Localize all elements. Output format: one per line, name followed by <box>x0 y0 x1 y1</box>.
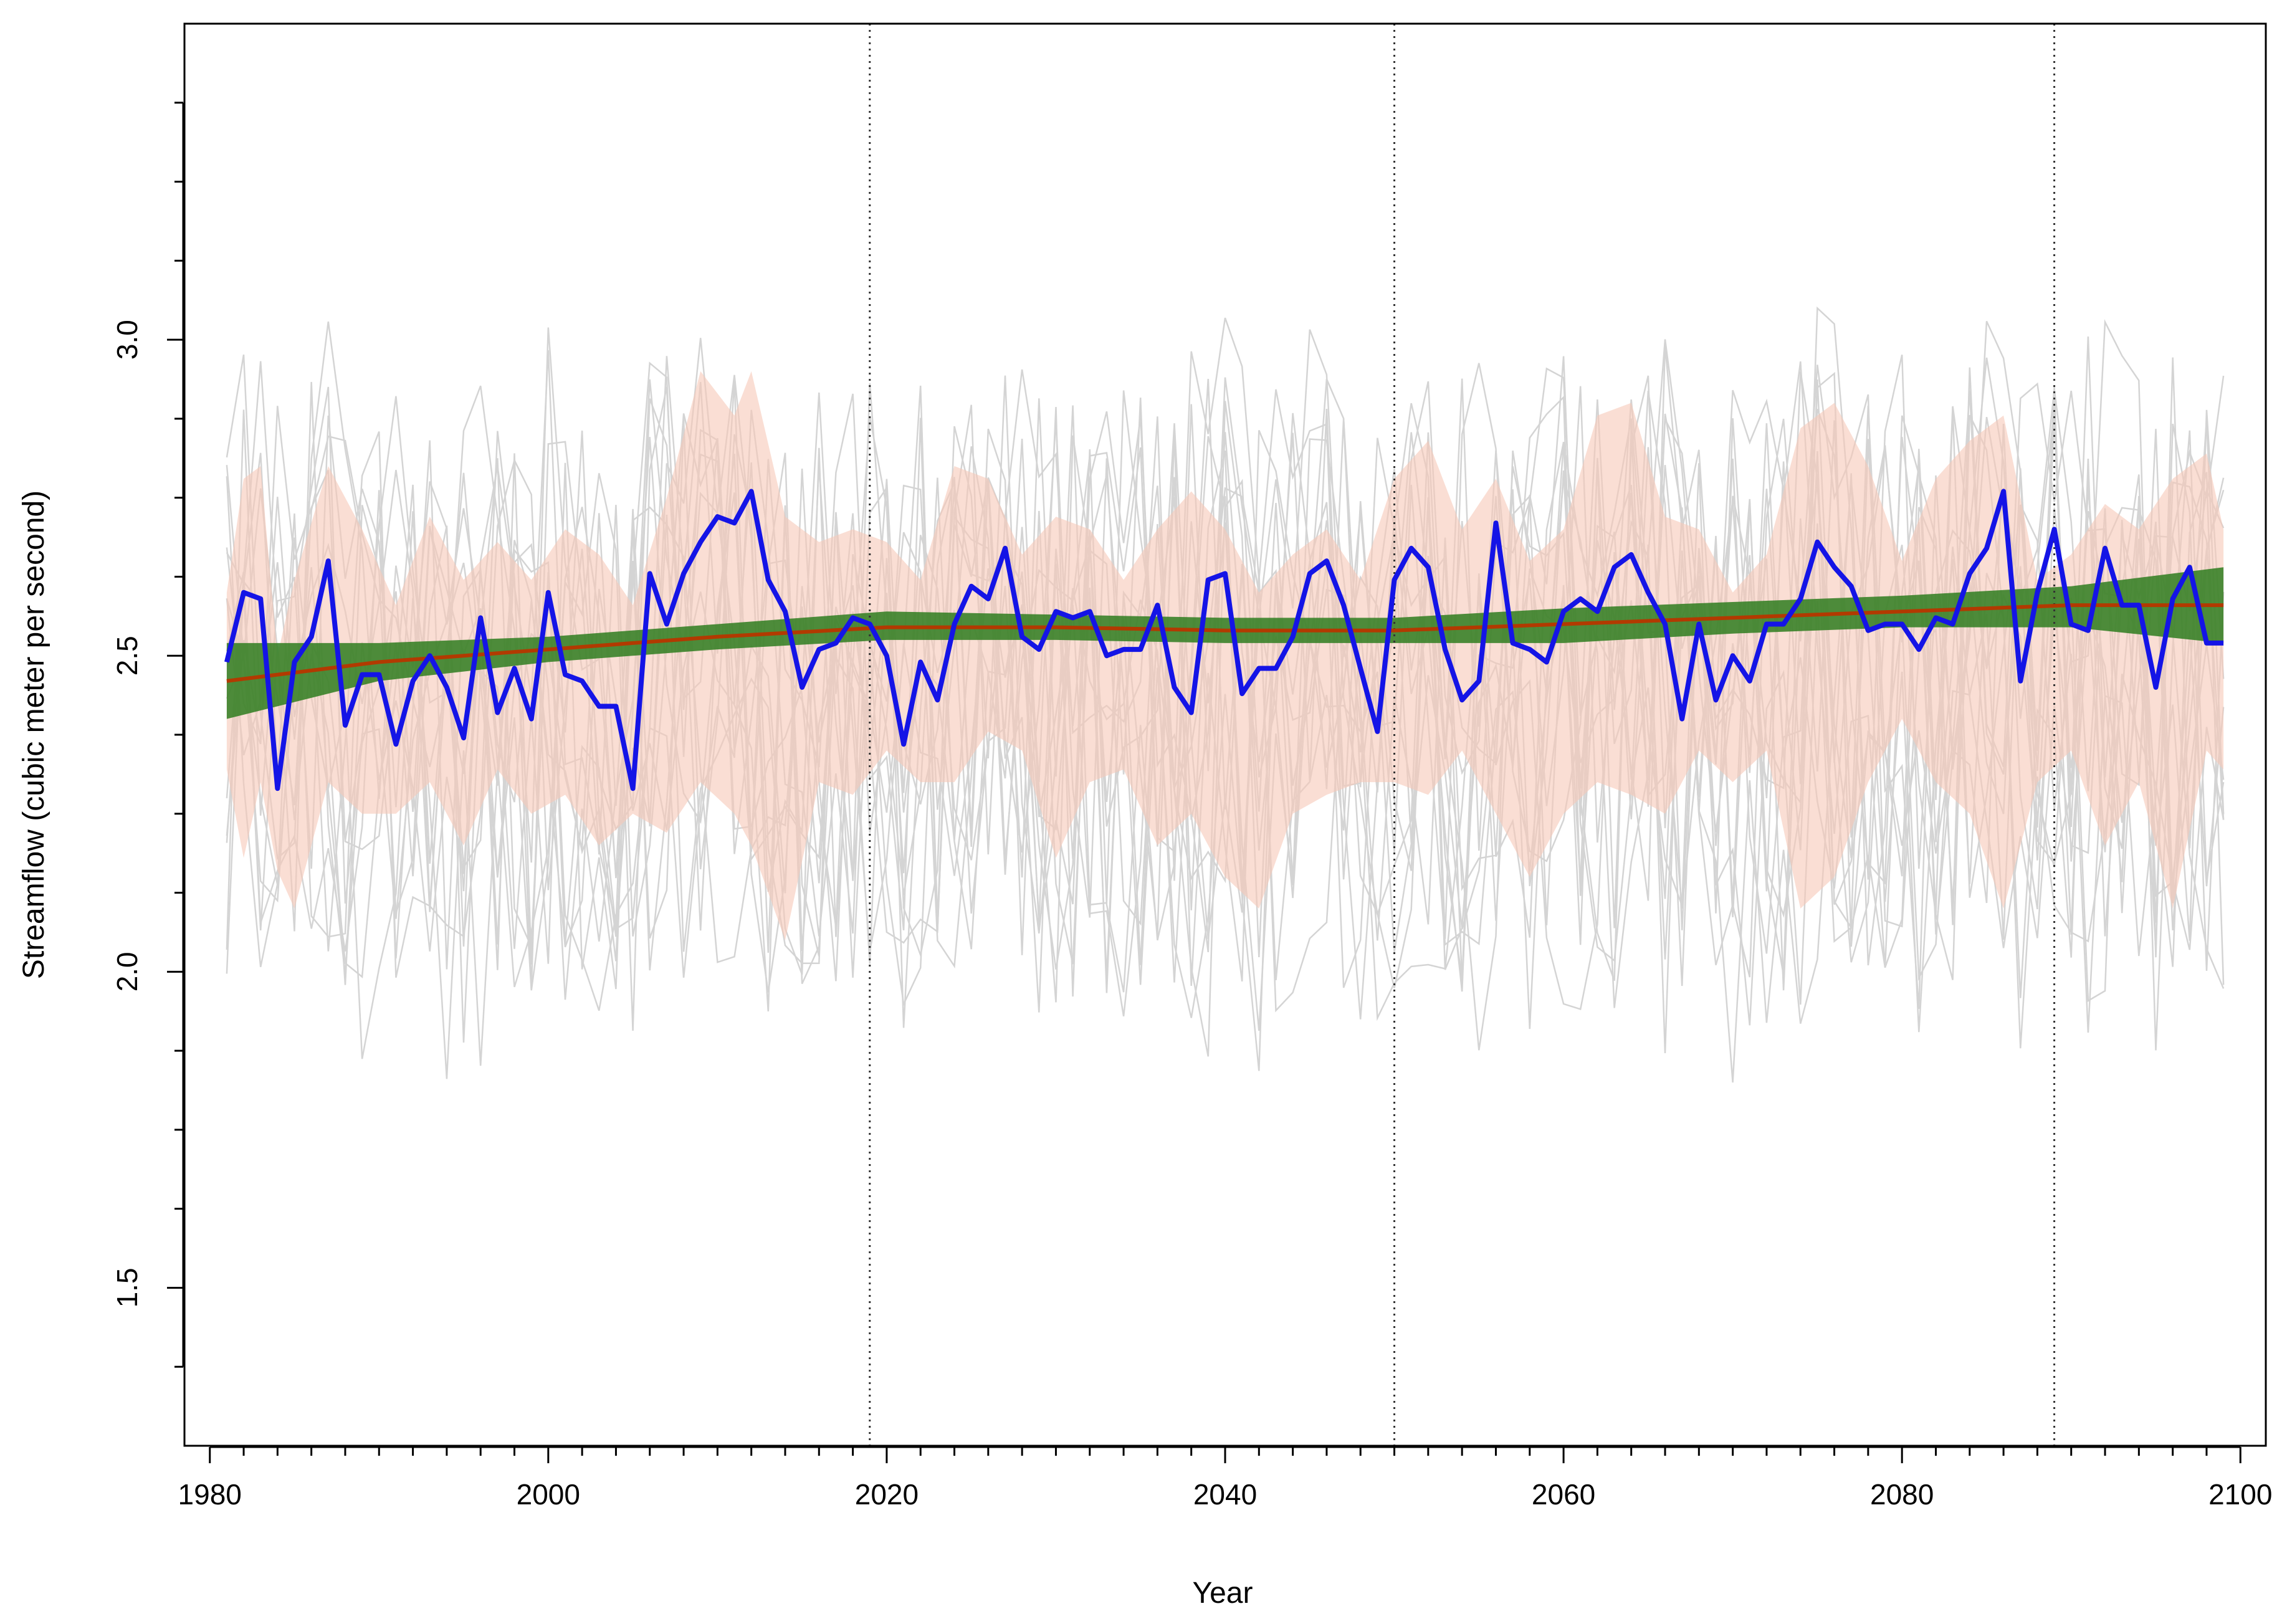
y-tick-label: 2.5 <box>111 636 143 676</box>
x-tick-label: 2020 <box>855 1478 919 1511</box>
x-tick-label: 2060 <box>1532 1478 1595 1511</box>
y-axis-title: Streamflow (cubic meter per second) <box>17 490 50 979</box>
x-tick-label: 2100 <box>2208 1478 2272 1511</box>
observed-line-group <box>224 489 2224 791</box>
observed-line <box>224 489 2224 791</box>
trend-band-area <box>226 567 2224 719</box>
trend-confidence-band <box>226 567 2224 719</box>
x-tick-label: 2080 <box>1870 1478 1934 1511</box>
ensemble-envelope <box>226 371 2224 940</box>
y-axis: 1.5 2.0 2.5 3.0 <box>111 102 184 1368</box>
ensemble-member-line <box>226 327 2225 928</box>
y-tick-label: 3.0 <box>111 320 143 360</box>
reference-lines <box>869 24 2056 1446</box>
y-tick-label: 1.5 <box>111 1268 143 1307</box>
plot-frame <box>183 22 2267 1447</box>
x-tick-label: 1980 <box>178 1478 242 1511</box>
ensemble-envelope-area <box>226 371 2224 940</box>
x-tick-label: 2040 <box>1193 1478 1257 1511</box>
x-axis: 1980 2000 2020 2040 2060 2080 2100 <box>178 1446 2272 1511</box>
y-tick-label: 2.0 <box>111 952 143 991</box>
plot-area <box>224 24 2225 1446</box>
ensemble-member-line <box>226 319 2225 975</box>
x-tick-label: 2000 <box>517 1478 580 1511</box>
x-axis-title: Year <box>1193 1577 1253 1610</box>
